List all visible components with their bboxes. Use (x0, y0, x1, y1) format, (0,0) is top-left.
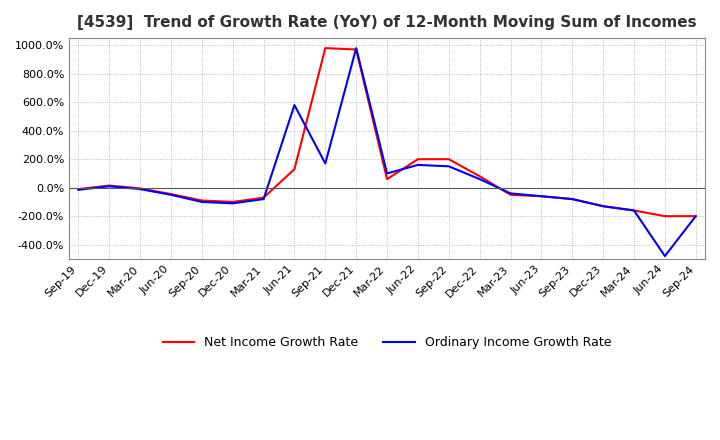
Net Income Growth Rate (537, 194, 546, 199)
Ordinary Income Growth Rate (383, 171, 392, 176)
Ordinary Income Growth Rate (259, 196, 268, 202)
Net Income Growth Rate (630, 208, 639, 213)
Net Income Growth Rate (660, 213, 669, 219)
Line: Ordinary Income Growth Rate: Ordinary Income Growth Rate (78, 48, 696, 256)
Ordinary Income Growth Rate (568, 196, 577, 202)
Ordinary Income Growth Rate (537, 194, 546, 199)
Title: [4539]  Trend of Growth Rate (YoY) of 12-Month Moving Sum of Incomes: [4539] Trend of Growth Rate (YoY) of 12-… (77, 15, 697, 30)
Net Income Growth Rate (105, 183, 114, 188)
Ordinary Income Growth Rate (74, 187, 83, 192)
Net Income Growth Rate (290, 166, 299, 172)
Ordinary Income Growth Rate (197, 199, 206, 205)
Net Income Growth Rate (506, 192, 515, 198)
Ordinary Income Growth Rate (444, 164, 453, 169)
Ordinary Income Growth Rate (136, 187, 145, 192)
Net Income Growth Rate (259, 195, 268, 200)
Net Income Growth Rate (568, 196, 577, 202)
Ordinary Income Growth Rate (321, 161, 330, 166)
Ordinary Income Growth Rate (599, 204, 608, 209)
Ordinary Income Growth Rate (630, 208, 639, 213)
Ordinary Income Growth Rate (506, 191, 515, 196)
Ordinary Income Growth Rate (660, 253, 669, 259)
Net Income Growth Rate (166, 191, 175, 197)
Ordinary Income Growth Rate (413, 162, 422, 168)
Ordinary Income Growth Rate (475, 176, 484, 182)
Legend: Net Income Growth Rate, Ordinary Income Growth Rate: Net Income Growth Rate, Ordinary Income … (158, 331, 616, 354)
Ordinary Income Growth Rate (352, 45, 361, 51)
Net Income Growth Rate (136, 186, 145, 191)
Line: Net Income Growth Rate: Net Income Growth Rate (78, 48, 696, 216)
Net Income Growth Rate (383, 176, 392, 182)
Ordinary Income Growth Rate (166, 192, 175, 198)
Net Income Growth Rate (228, 199, 237, 205)
Net Income Growth Rate (413, 157, 422, 162)
Ordinary Income Growth Rate (228, 201, 237, 206)
Net Income Growth Rate (321, 45, 330, 51)
Ordinary Income Growth Rate (105, 183, 114, 189)
Net Income Growth Rate (352, 47, 361, 52)
Net Income Growth Rate (475, 174, 484, 179)
Net Income Growth Rate (599, 204, 608, 209)
Ordinary Income Growth Rate (290, 103, 299, 108)
Net Income Growth Rate (74, 187, 83, 192)
Ordinary Income Growth Rate (691, 213, 700, 219)
Net Income Growth Rate (197, 198, 206, 203)
Net Income Growth Rate (444, 157, 453, 162)
Net Income Growth Rate (691, 213, 700, 219)
